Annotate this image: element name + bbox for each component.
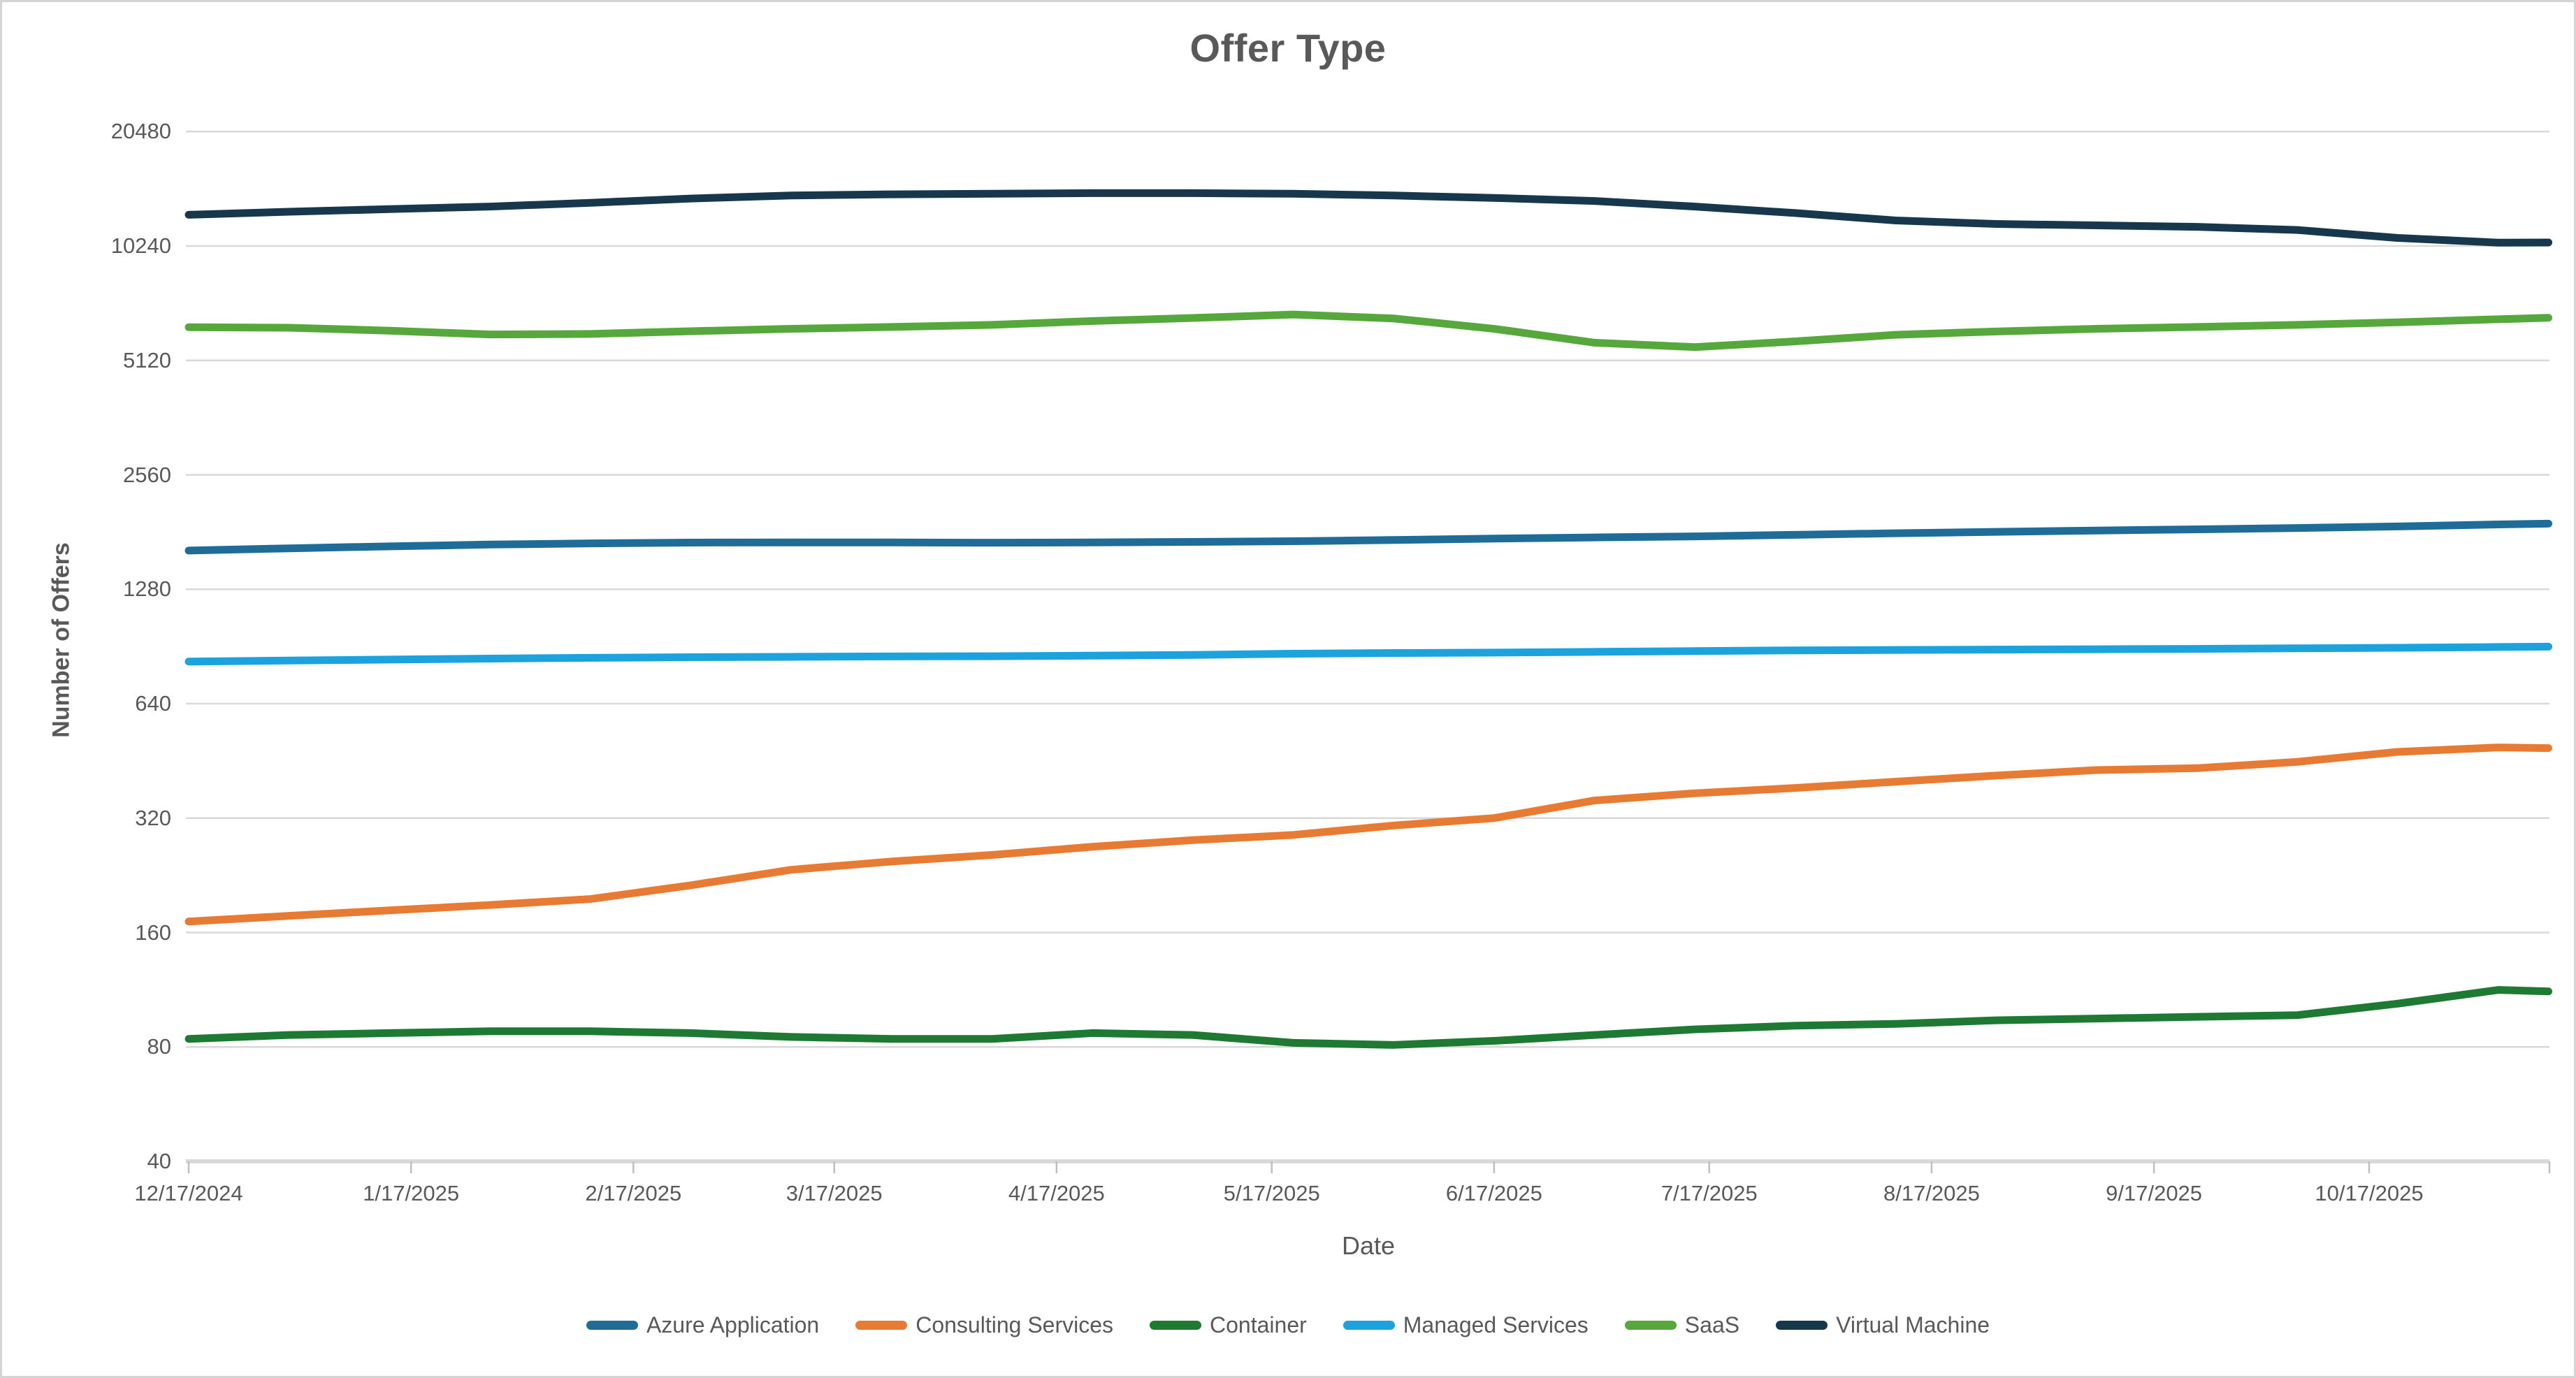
chart-legend: Azure Application Consulting Services Cont… xyxy=(0,1312,2576,1338)
y-tick-label-320: 320 xyxy=(135,805,171,830)
legend-item-consulting-services: Consulting Services xyxy=(855,1312,1113,1338)
x-tick-label-8-17-2025: 8/17/2025 xyxy=(1883,1181,1980,1205)
legend-swatch-icon xyxy=(1776,1321,1828,1330)
legend-label: Consulting Services xyxy=(916,1312,1114,1337)
series-line-managed-services xyxy=(184,642,2553,666)
legend-label: Azure Application xyxy=(646,1312,820,1337)
y-tick-label-5120: 5120 xyxy=(123,347,171,372)
x-tick-label-6-17-2025: 6/17/2025 xyxy=(1445,1181,1542,1205)
x-axis-title: Date xyxy=(1341,1231,1396,1260)
y-tick-label-20480: 20480 xyxy=(110,119,171,144)
series-line-container xyxy=(184,986,2553,1049)
y-tick-label-40: 40 xyxy=(147,1149,171,1173)
y-tick-label-640: 640 xyxy=(135,691,171,716)
legend-item-managed-services: Managed Services xyxy=(1343,1312,1589,1338)
legend-item-virtual-machine: Virtual Machine xyxy=(1776,1312,1990,1338)
x-tick-label-4-17-2025: 4/17/2025 xyxy=(1008,1181,1105,1205)
x-tick-label-7-17-2025: 7/17/2025 xyxy=(1660,1181,1758,1205)
y-tick-label-160: 160 xyxy=(135,920,171,945)
series-line-saas xyxy=(184,310,2553,351)
legend-item-container: Container xyxy=(1150,1312,1307,1338)
y-tick-label-10240: 10240 xyxy=(110,233,171,258)
x-tick-label-1-17-2025: 1/17/2025 xyxy=(363,1181,460,1205)
x-tick-label-10-17-2025: 10/17/2025 xyxy=(2315,1181,2424,1205)
legend-swatch-icon xyxy=(855,1321,908,1330)
legend-item-saas: SaaS xyxy=(1624,1312,1740,1338)
legend-swatch-icon xyxy=(1343,1321,1395,1330)
x-tick-label-12-17-2024: 12/17/2024 xyxy=(134,1181,243,1205)
legend-swatch-icon xyxy=(1150,1321,1202,1330)
y-tick-label-2560: 2560 xyxy=(123,462,171,487)
legend-item-azure-application: Azure Application xyxy=(586,1312,819,1338)
legend-label: Managed Services xyxy=(1403,1312,1589,1337)
series-line-consulting-services xyxy=(184,744,2553,926)
legend-swatch-icon xyxy=(586,1321,638,1330)
legend-label: Container xyxy=(1210,1312,1307,1337)
y-tick-label-80: 80 xyxy=(147,1034,171,1059)
x-tick-label-5-17-2025: 5/17/2025 xyxy=(1223,1181,1320,1205)
x-tick-label-9-17-2025: 9/17/2025 xyxy=(2106,1181,2203,1205)
series-line-azure-application xyxy=(184,519,2553,555)
x-tick-label-2-17-2025: 2/17/2025 xyxy=(585,1181,682,1205)
legend-label: Virtual Machine xyxy=(1836,1312,1990,1337)
x-tick-label-3-17-2025: 3/17/2025 xyxy=(786,1181,883,1205)
y-tick-label-1280: 1280 xyxy=(123,576,171,602)
legend-label: SaaS xyxy=(1684,1312,1740,1337)
chart-title: Offer Type xyxy=(1189,26,1387,70)
series-line-virtual-machine xyxy=(184,189,2553,247)
legend-swatch-icon xyxy=(1624,1321,1677,1330)
